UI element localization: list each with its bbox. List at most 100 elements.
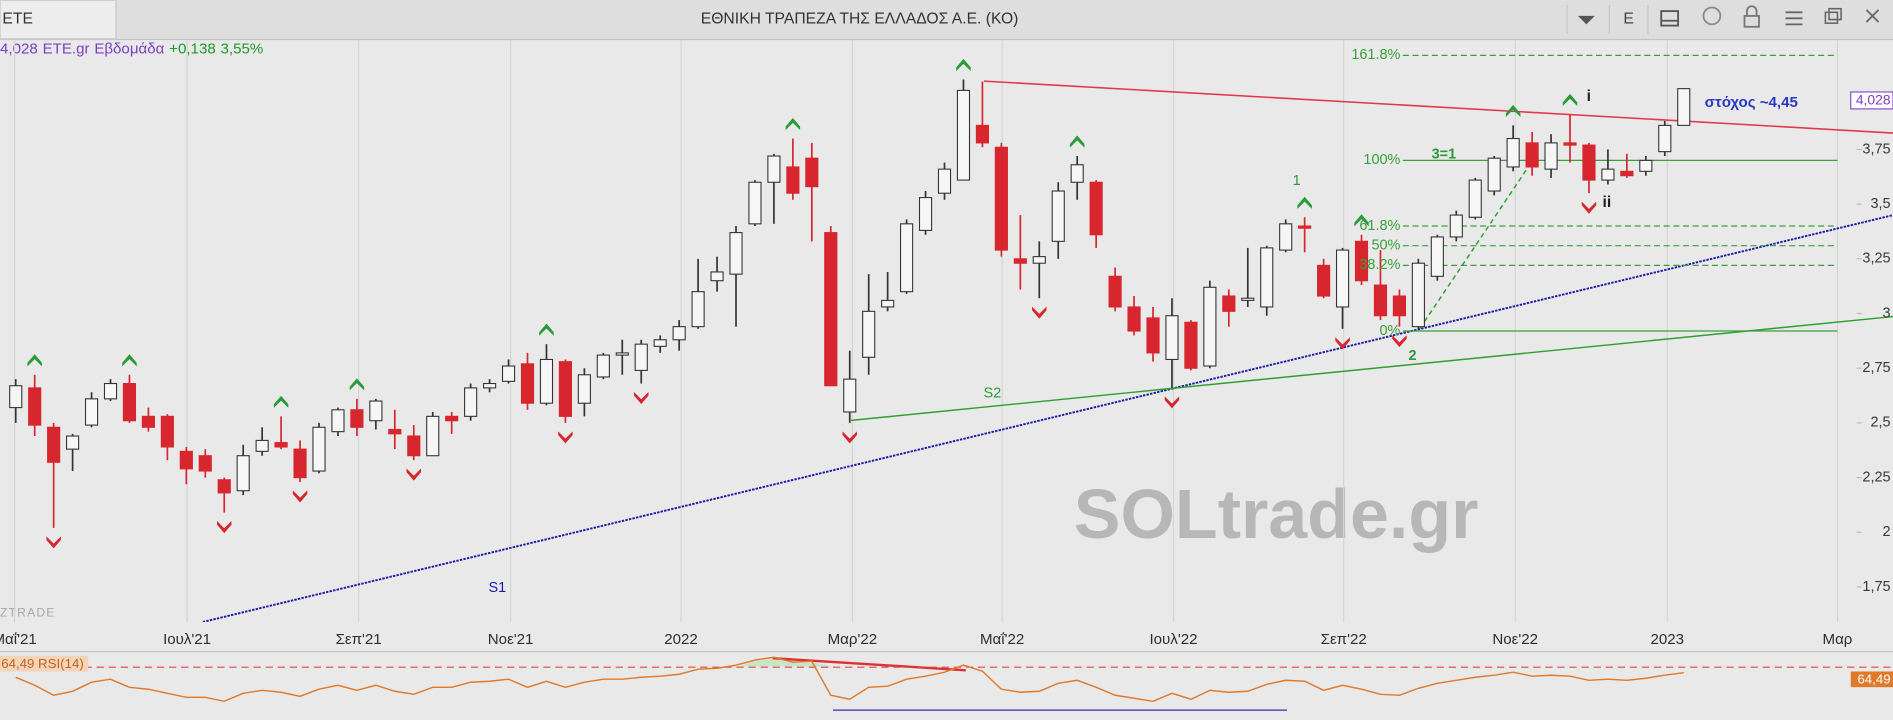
candle-body [786, 166, 800, 194]
candle-body [1354, 240, 1369, 282]
signal-down [1032, 306, 1047, 319]
signal-down [46, 536, 61, 549]
x-tick-label: Νοε'21 [488, 631, 534, 648]
candle-body [900, 223, 914, 293]
candle-body [1260, 247, 1274, 308]
annotation: i [1587, 88, 1591, 105]
candle-body [464, 387, 478, 417]
symbol-tab[interactable] [0, 0, 117, 40]
rsi-value-label: 64,49 [1857, 671, 1890, 686]
x-tick-label: Μαρ'22 [828, 631, 878, 648]
candle-body [748, 181, 762, 225]
watermark-small: ZTRADE [0, 606, 56, 620]
annotation: 3=1 [1432, 147, 1457, 163]
candle-body [1241, 297, 1255, 301]
signal-down [406, 468, 422, 481]
target-annotation: στόχος ~4,45 [1705, 94, 1798, 111]
comment-icon[interactable] [1702, 6, 1722, 26]
candle-body [274, 442, 288, 448]
candle-body [1222, 295, 1236, 312]
signal-down [558, 431, 573, 444]
signal-up [1505, 104, 1521, 117]
dropdown-icon[interactable] [1577, 15, 1595, 25]
window-title: ΕΘΝΙΚΗ ΤΡΑΠΕΖΑ ΤΗΣ ΕΛΛΑΔΟΣ Α.Ε. (ΚΟ) [701, 11, 1019, 28]
rsi-value-box [1850, 671, 1893, 688]
candle-body [1032, 256, 1046, 264]
y-tick-label: 2,25 [1862, 469, 1890, 485]
candle-body [236, 455, 250, 492]
rsi-pane [0, 656, 1893, 711]
layout-icon[interactable] [1660, 10, 1680, 27]
restore-icon[interactable] [1824, 11, 1839, 24]
candle-body [122, 382, 137, 422]
candle-body [369, 400, 383, 422]
signal-up [122, 354, 137, 367]
signal-down [633, 391, 649, 405]
last-price-box [1850, 91, 1893, 110]
close-icon[interactable] [1865, 9, 1880, 23]
signal-up [27, 354, 42, 367]
candle-body [1203, 286, 1217, 367]
signal-up [785, 117, 801, 131]
candle-body [843, 378, 857, 413]
candle-body [1411, 262, 1425, 328]
candle-body [1013, 258, 1027, 264]
rsi-overbought-fill [738, 659, 834, 667]
signal-up [1069, 135, 1085, 148]
signal-down [292, 490, 308, 503]
candle-body [47, 426, 61, 463]
candle-body [312, 426, 326, 472]
candle-body [1468, 179, 1482, 218]
lock-icon[interactable] [1743, 15, 1760, 28]
candle-body [103, 382, 118, 400]
candle-body [501, 365, 516, 382]
symbol-tab-label[interactable]: ETE [2, 11, 33, 28]
candle-body [520, 363, 535, 404]
trendline-resistance [983, 80, 1893, 134]
candles [9, 79, 1691, 528]
quote-header: 4,028 ETE.gr Εβδομάδα +0,138 3,55% [0, 41, 263, 58]
signal-down [1164, 396, 1180, 409]
candle-body [1639, 159, 1653, 172]
candle-body [937, 168, 952, 194]
x-tick-label: Μαρ [1823, 631, 1853, 648]
candle-body [293, 448, 307, 479]
last-price-label: 4,028 [1856, 92, 1891, 108]
annotation: 1 [1293, 173, 1301, 189]
lock-icon-part [1746, 5, 1758, 16]
menu-icon[interactable] [1785, 11, 1803, 26]
quote-symbol: ETE.gr [43, 41, 90, 58]
candle-body [1335, 249, 1350, 308]
candle-body [1601, 168, 1615, 181]
menu-button[interactable]: E [1623, 11, 1633, 28]
candle-body [1279, 223, 1293, 251]
candle-body [539, 358, 554, 404]
quote-change: +0,138 [169, 41, 216, 58]
quote-change-pct: 3,55% [221, 41, 264, 58]
candle-body [1544, 142, 1558, 170]
candle-body [1127, 306, 1141, 332]
candle-body [483, 382, 497, 389]
candle-body [1487, 157, 1501, 192]
candle-body [767, 155, 781, 183]
candle-body [691, 291, 705, 328]
candle-body [672, 326, 686, 341]
y-tick-label: 3,25 [1862, 251, 1890, 267]
candle-body [160, 415, 174, 448]
candle-body [615, 352, 629, 356]
rsi-label-box [0, 655, 89, 672]
fib-label: 100% [1363, 152, 1400, 168]
y-tick-label: 2,75 [1862, 360, 1890, 376]
signal-up [539, 323, 554, 336]
x-tick-label: Μαΐ'22 [980, 631, 1024, 648]
candle-body [653, 339, 667, 347]
x-tick-label: 2023 [1650, 631, 1684, 648]
candle-body [1525, 142, 1539, 168]
candle-body [862, 310, 876, 358]
candle-body [881, 299, 895, 308]
candle-body [1582, 144, 1596, 181]
signal-down [1581, 201, 1597, 214]
signal-up [273, 395, 289, 408]
